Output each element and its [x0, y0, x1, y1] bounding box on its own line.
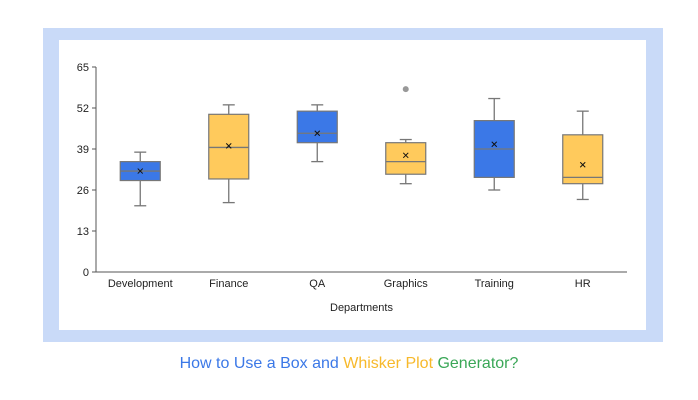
mean-marker [137, 168, 144, 174]
box-plot-chart: 0 13 26 39 52 65 Development Finance QA Graphics T… [77, 62, 627, 314]
x-tick-label: HR [575, 278, 591, 290]
y-tick-label: 39 [77, 144, 89, 156]
y-tick-label: 52 [77, 103, 89, 115]
x-tick-label: Training [475, 278, 514, 290]
outlier-point [402, 86, 409, 93]
mean-marker [579, 161, 586, 168]
caption-part-2: Whisker Plot [343, 355, 434, 372]
y-tick-label: 13 [77, 226, 89, 238]
box-iqr [208, 113, 250, 180]
box-iqr [296, 110, 338, 144]
x-tick-label: QA [309, 278, 326, 290]
mean-marker [314, 130, 321, 137]
chart-panel: 0 13 26 39 52 65 Development Finance QA Graphics T… [59, 40, 646, 330]
y-tick-label: 26 [77, 185, 89, 197]
page-caption: How to Use a Box and Whisker Plot Genera… [0, 355, 698, 373]
y-tick-label: 65 [77, 62, 89, 74]
box-iqr [385, 142, 427, 175]
caption-part-3: Generator? [433, 355, 519, 372]
x-tick-label: Finance [209, 278, 248, 290]
mean-marker [402, 152, 409, 159]
x-tick-label: Graphics [384, 278, 429, 290]
x-axis-title: Departments [330, 302, 393, 314]
mean-marker [225, 142, 232, 149]
box-iqr [562, 134, 604, 185]
y-tick-label: 0 [83, 267, 89, 279]
caption-part-1: How to Use a Box and [179, 355, 344, 372]
mean-marker [491, 141, 498, 148]
x-tick-label: Development [108, 278, 173, 290]
